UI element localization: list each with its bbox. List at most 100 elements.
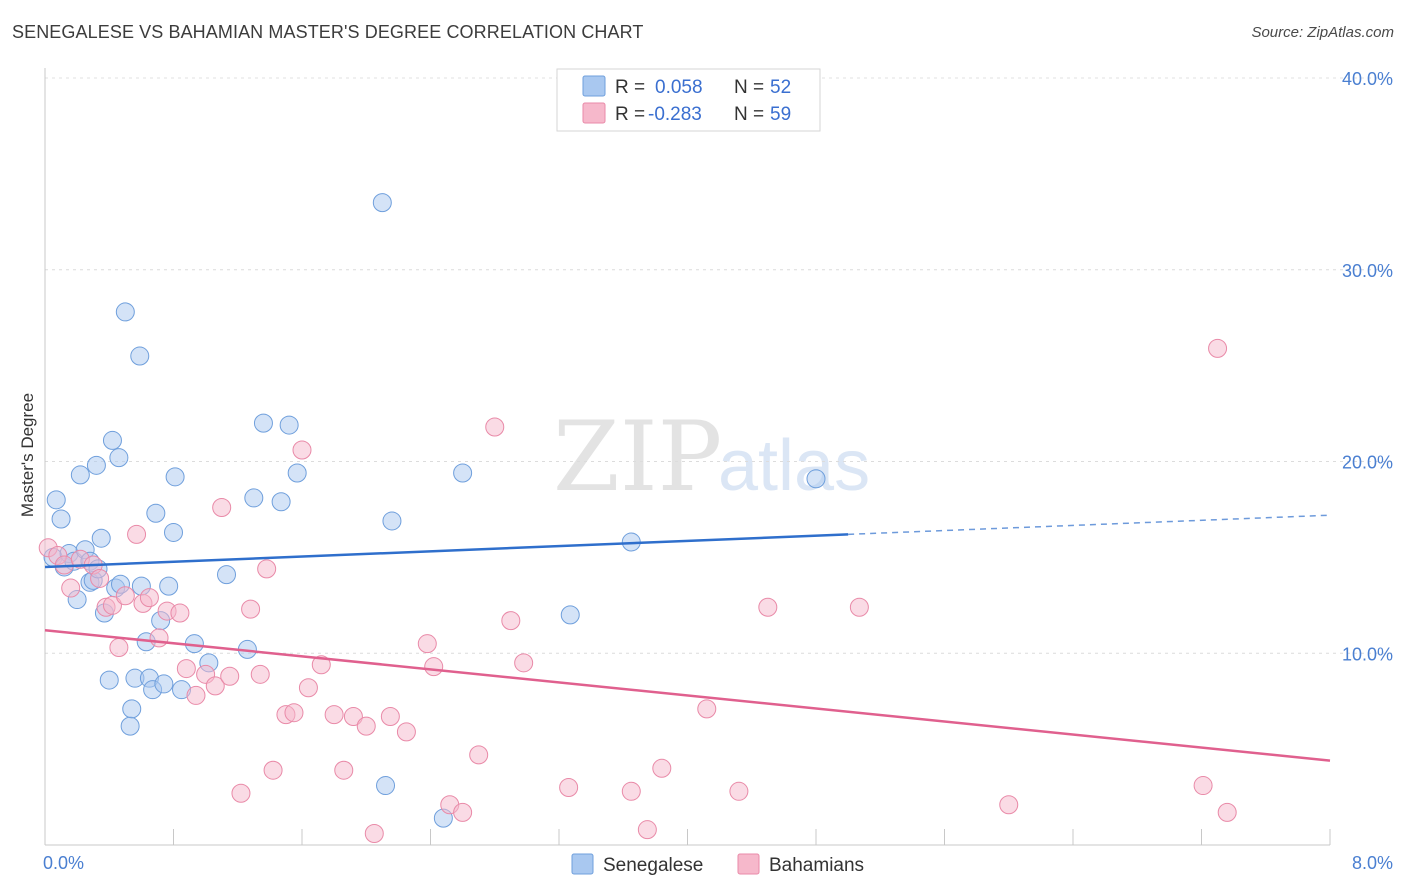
point-senegalese <box>102 430 122 450</box>
point-senegalese <box>146 503 166 523</box>
point-bahamians <box>621 781 641 801</box>
point-bahamians <box>396 722 416 742</box>
point-bahamians <box>729 781 749 801</box>
stats-r-value-bahamians: -0.283 <box>648 104 702 125</box>
point-bahamians <box>999 795 1019 815</box>
point-senegalese <box>91 528 111 548</box>
point-senegalese <box>244 488 264 508</box>
point-bahamians <box>849 597 869 617</box>
chart-source: Source: ZipAtlas.com <box>1251 24 1394 41</box>
point-bahamians <box>61 578 81 598</box>
point-senegalese <box>453 463 473 483</box>
point-bahamians <box>263 760 283 780</box>
stats-legend: R = 0.058 N = 52 R = -0.283 N = 59 <box>556 68 821 132</box>
point-bahamians <box>424 657 444 677</box>
point-bahamians <box>1208 338 1228 358</box>
stats-n-value-senegalese: 52 <box>770 77 791 98</box>
point-senegalese <box>279 415 299 435</box>
point-senegalese <box>164 522 183 542</box>
y-axis-title: Master's Degree <box>18 393 37 517</box>
stats-legend-swatch-bahamians <box>582 102 606 124</box>
point-bahamians <box>380 707 400 727</box>
point-bahamians <box>311 655 331 675</box>
point-bahamians <box>469 745 489 765</box>
point-bahamians <box>334 760 354 780</box>
watermark-atlas: atlas <box>718 426 870 506</box>
point-senegalese <box>806 469 826 489</box>
point-bahamians <box>417 634 437 654</box>
point-bahamians <box>324 705 344 725</box>
chart-title: SENEGALESE VS BAHAMIAN MASTER'S DEGREE C… <box>12 22 644 42</box>
point-bahamians <box>453 802 473 822</box>
point-bahamians <box>241 599 261 619</box>
point-senegalese <box>372 193 392 213</box>
point-bahamians <box>109 637 129 657</box>
point-bahamians <box>250 664 270 684</box>
bottom-legend-swatch-bahamians <box>737 853 760 875</box>
point-bahamians <box>1193 776 1213 796</box>
point-bahamians <box>257 559 277 579</box>
point-bahamians <box>637 820 657 840</box>
data-points <box>38 193 1237 843</box>
point-bahamians <box>652 758 672 778</box>
point-senegalese <box>159 576 179 596</box>
point-senegalese <box>115 302 135 322</box>
point-senegalese <box>287 463 307 483</box>
point-bahamians <box>170 603 190 623</box>
point-bahamians <box>758 597 778 617</box>
point-bahamians <box>284 703 304 723</box>
point-bahamians <box>127 524 147 544</box>
point-bahamians <box>220 666 240 686</box>
x-tick-label-max: 8.0% <box>1352 853 1393 873</box>
point-senegalese <box>109 448 129 468</box>
x-tick-label-min: 0.0% <box>43 853 84 873</box>
stats-r-label-bahamians: R = <box>615 104 645 125</box>
point-bahamians <box>1217 802 1237 822</box>
point-bahamians <box>90 568 110 588</box>
y-tick-label: 30.0% <box>1342 261 1393 281</box>
point-senegalese <box>122 699 142 719</box>
point-bahamians <box>514 653 534 673</box>
watermark: ZIP atlas <box>553 401 870 513</box>
stats-n-label-senegalese: N = <box>734 77 764 98</box>
point-senegalese <box>99 670 119 690</box>
bottom-legend-swatch-senegalese <box>571 853 594 875</box>
point-bahamians <box>102 595 122 615</box>
bottom-legend-label-senegalese: Senegalese <box>603 855 703 876</box>
point-bahamians <box>186 685 206 705</box>
trend-lines <box>44 514 1331 762</box>
point-senegalese <box>560 605 580 625</box>
y-axis-tick-labels: 10.0% 20.0% 30.0% 40.0% <box>1342 69 1393 664</box>
point-bahamians <box>485 417 505 437</box>
point-bahamians <box>559 777 579 797</box>
point-bahamians <box>139 588 159 608</box>
stats-r-value-senegalese: 0.058 <box>655 77 703 98</box>
point-bahamians <box>115 586 135 606</box>
stats-n-value-bahamians: 59 <box>770 104 791 125</box>
point-senegalese <box>376 776 396 796</box>
point-bahamians <box>298 678 318 698</box>
point-bahamians <box>231 783 251 803</box>
y-tick-label: 10.0% <box>1342 644 1393 664</box>
point-senegalese <box>217 565 237 585</box>
point-bahamians <box>149 628 169 648</box>
point-bahamians <box>292 440 312 460</box>
y-tick-label: 40.0% <box>1342 69 1393 89</box>
point-bahamians <box>176 659 196 679</box>
point-bahamians <box>697 699 717 719</box>
point-bahamians <box>356 716 376 736</box>
point-senegalese <box>70 465 90 485</box>
bottom-legend-label-bahamians: Bahamians <box>769 855 864 876</box>
watermark-zip: ZIP <box>553 401 722 513</box>
point-bahamians <box>343 707 363 727</box>
trend-line-extension-senegalese <box>848 514 1331 536</box>
x-axis-ticks <box>44 829 1331 845</box>
point-senegalese <box>154 674 174 694</box>
point-senegalese <box>46 490 66 510</box>
point-senegalese <box>86 455 106 475</box>
point-senegalese <box>120 716 140 736</box>
point-senegalese <box>253 413 273 433</box>
stats-legend-swatch-senegalese <box>582 75 606 97</box>
